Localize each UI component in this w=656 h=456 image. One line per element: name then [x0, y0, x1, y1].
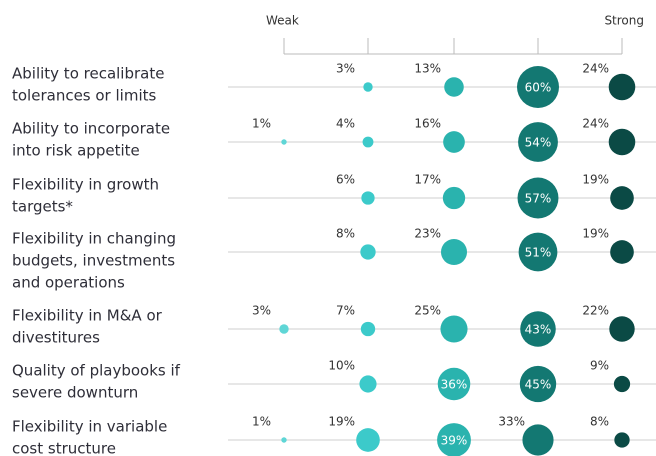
bubble [610, 186, 634, 210]
value-label: 9% [590, 359, 609, 373]
bubble [359, 375, 377, 393]
row-label: budgets, investments [12, 252, 175, 270]
value-label: 25% [414, 304, 441, 318]
value-label: 60% [525, 81, 552, 95]
bubble [442, 186, 466, 210]
value-label: 1% [252, 117, 271, 131]
bubble [362, 136, 374, 148]
value-label: 19% [328, 415, 355, 429]
row-label: into risk appetite [12, 142, 140, 160]
value-label: 39% [441, 434, 468, 448]
row-label: tolerances or limits [12, 87, 156, 105]
row-label: severe downturn [12, 384, 138, 402]
row-label: Flexibility in variable [12, 418, 167, 436]
value-label: 19% [582, 173, 609, 187]
value-label: 45% [525, 378, 552, 392]
bubble [444, 77, 464, 97]
value-label: 4% [336, 117, 355, 131]
value-label: 7% [336, 304, 355, 318]
value-label: 24% [582, 117, 609, 131]
row-label: Flexibility in growth [12, 176, 159, 194]
value-label: 8% [590, 415, 609, 429]
row-label: Flexibility in changing [12, 230, 176, 248]
value-label: 3% [336, 62, 355, 76]
bubble [279, 324, 289, 334]
bubble [613, 375, 631, 393]
value-label: 10% [328, 359, 355, 373]
bubble [518, 232, 558, 272]
row-label: targets* [12, 198, 73, 216]
bubble [361, 191, 375, 205]
value-label: 17% [414, 173, 441, 187]
value-label: 36% [441, 378, 468, 392]
bubble [517, 177, 559, 219]
row-label: Ability to incorporate [12, 120, 170, 138]
value-label: 22% [582, 304, 609, 318]
bubble [440, 315, 468, 343]
value-label: 8% [336, 227, 355, 241]
bubble [520, 311, 556, 347]
bubble [519, 365, 557, 403]
row-label: Ability to recalibrate [12, 65, 164, 83]
bubble [356, 428, 380, 452]
value-label: 33% [498, 415, 525, 429]
row-label: divestitures [12, 329, 100, 347]
row-label: and operations [12, 274, 125, 292]
bubble [608, 73, 636, 101]
bubble [360, 244, 376, 260]
bubble [614, 432, 630, 448]
row-label: Quality of playbooks if [12, 362, 181, 380]
bubble [608, 128, 636, 156]
value-label: 51% [525, 246, 552, 260]
value-label: 3% [252, 304, 271, 318]
value-label: 13% [414, 62, 441, 76]
value-label: 54% [525, 136, 552, 150]
value-label: 16% [414, 117, 441, 131]
scale-label: Weak [266, 14, 299, 28]
bubble [518, 122, 558, 162]
value-label: 23% [414, 227, 441, 241]
bubble [437, 423, 471, 456]
row-label: Flexibility in M&A or [12, 307, 163, 325]
bubble [610, 240, 634, 264]
bubble [609, 316, 635, 342]
bubble [360, 321, 376, 337]
scale-label: Strong [604, 14, 644, 28]
bubble [443, 131, 465, 153]
bubble [522, 424, 554, 456]
value-label: 19% [582, 227, 609, 241]
bubble [281, 437, 287, 443]
bubble [437, 367, 471, 401]
value-label: 6% [336, 173, 355, 187]
value-label: 43% [525, 323, 552, 337]
value-label: 1% [252, 415, 271, 429]
value-label: 57% [525, 192, 552, 206]
row-label: cost structure [12, 440, 116, 456]
bubble [517, 66, 559, 108]
value-label: 24% [582, 62, 609, 76]
bubble [440, 238, 468, 266]
bubble [363, 82, 373, 92]
bubble [281, 139, 287, 145]
